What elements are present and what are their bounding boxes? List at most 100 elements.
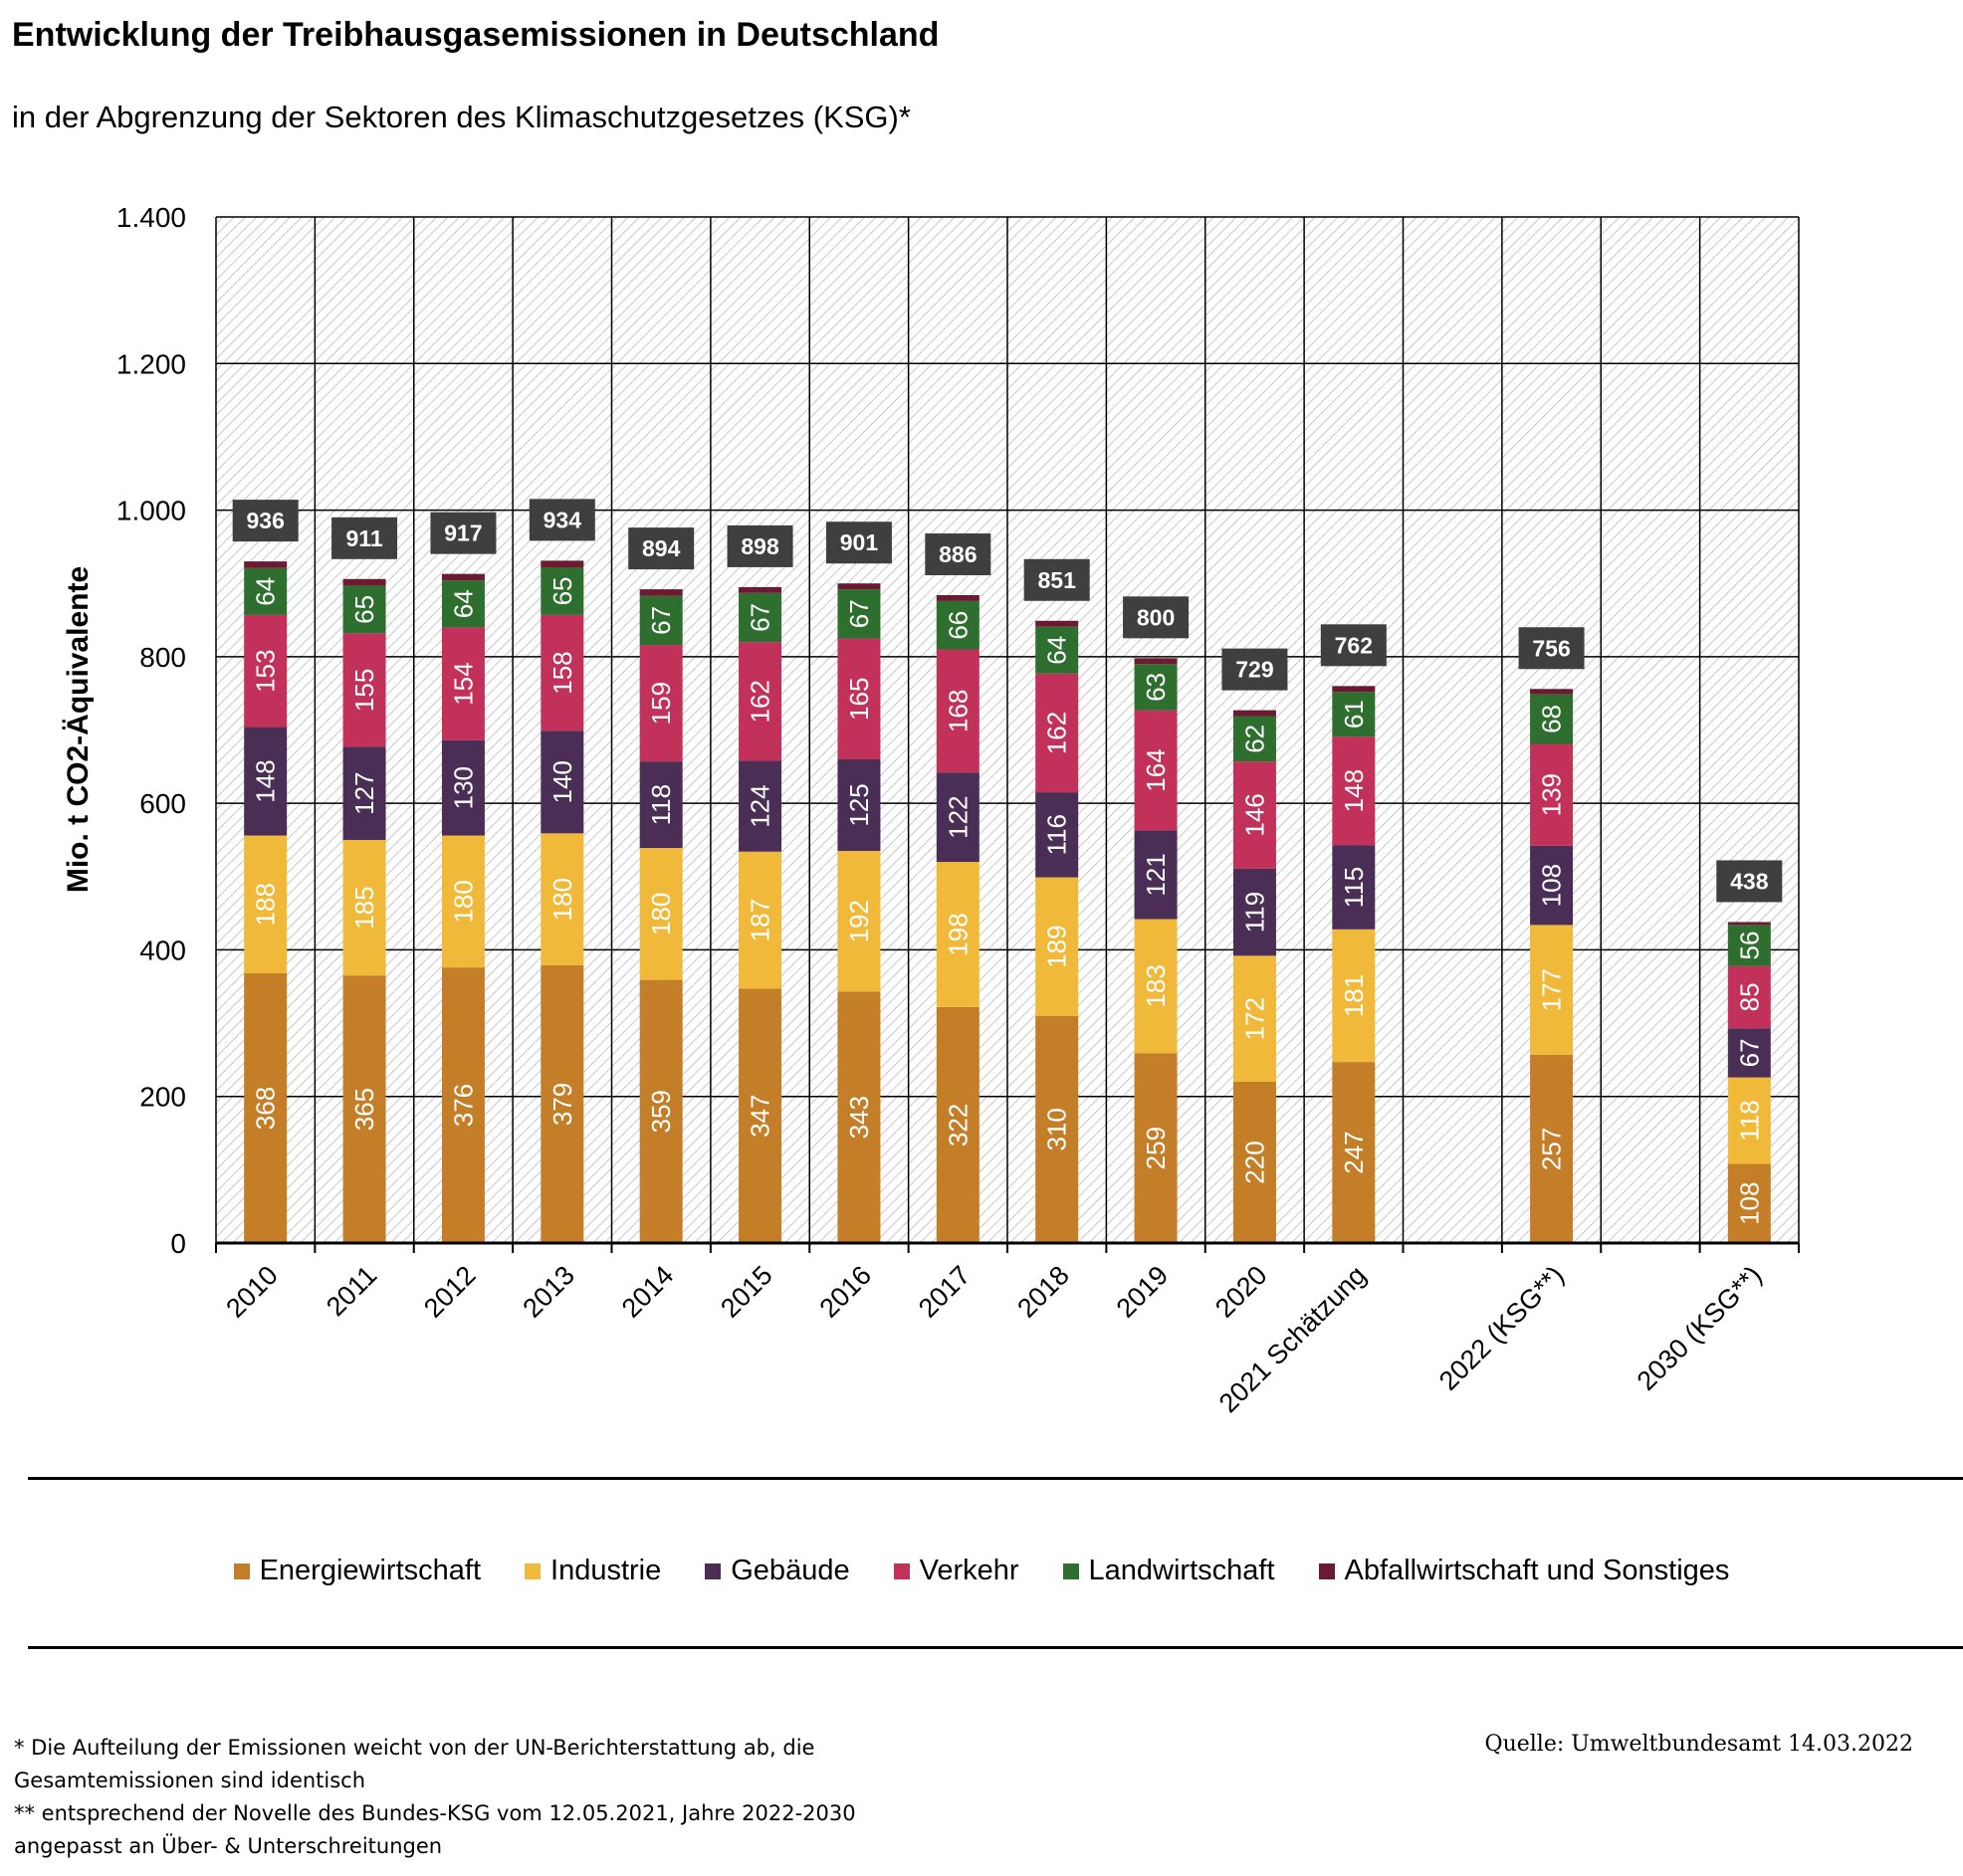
data-label: 118 [646, 784, 676, 825]
data-label: 187 [746, 899, 775, 941]
data-label: 153 [251, 650, 281, 693]
bar-segment [1332, 692, 1376, 737]
data-label: 376 [448, 1084, 478, 1127]
legend-item: Abfallwirtschaft und Sonstiges [1318, 1555, 1730, 1587]
y-tick-label: 600 [139, 788, 186, 819]
x-tick-label: 2011 [321, 1260, 382, 1322]
legend-swatch [893, 1563, 910, 1579]
data-label: 119 [1239, 892, 1269, 933]
data-label: 155 [349, 669, 379, 712]
bar-segment [342, 633, 386, 747]
bar-segment [541, 964, 584, 1243]
bar-segment [1530, 743, 1574, 846]
bar-segment [342, 578, 386, 586]
footnote-line: Gesamtemissionen sind identisch [14, 1769, 366, 1792]
legend-label: Verkehr [919, 1555, 1019, 1586]
total-label: 800 [1137, 604, 1175, 630]
x-axis: 2010 2011 2012 2013 2014 2015 2016 2017 2018 2019… [215, 1241, 1800, 1418]
total-label: 898 [741, 533, 779, 559]
legend-swatch [705, 1563, 722, 1579]
data-label: 310 [1042, 1108, 1072, 1150]
data-label: 168 [943, 690, 973, 732]
bar-segment [244, 727, 288, 836]
total-label-box [232, 500, 299, 542]
bar-segment [936, 862, 980, 1007]
total-label-box [430, 512, 497, 554]
data-label: 322 [943, 1104, 973, 1146]
data-label: 158 [547, 651, 577, 694]
bar-segment [837, 638, 881, 759]
data-label: 365 [349, 1088, 379, 1131]
data-label: 140 [547, 760, 577, 803]
chart-title: Entwicklung der Treibhausgasemissionen i… [12, 16, 940, 54]
total-label-box [628, 527, 695, 570]
data-label: 257 [1537, 1128, 1567, 1170]
total-label: 756 [1532, 635, 1570, 661]
total-label: 894 [642, 535, 681, 561]
bar-segment [1134, 664, 1178, 711]
bar-segment [441, 573, 485, 581]
x-tick-label: 2030 (KSG**) [1632, 1260, 1768, 1396]
total-label-box [825, 521, 892, 564]
data-label: 122 [943, 795, 973, 838]
total-label: 762 [1335, 632, 1373, 658]
total-label: 729 [1235, 657, 1273, 683]
legend-label: Landwirtschaft [1088, 1555, 1275, 1586]
bar-segment [342, 746, 386, 840]
bar-segment [1232, 955, 1276, 1082]
data-label: 148 [251, 759, 281, 802]
footnote-line: angepasst an Über- & Unterschreitungen [14, 1834, 443, 1858]
data-label: 121 [1141, 853, 1171, 896]
data-label: 61 [1339, 700, 1369, 729]
bar-segment [936, 772, 980, 863]
x-tick-label: 2010 [220, 1260, 284, 1324]
y-tick-label: 1.400 [116, 202, 186, 233]
total-label: 438 [1730, 868, 1769, 894]
legend-swatch [525, 1563, 542, 1579]
bar-segment [739, 851, 782, 989]
bar-segment [441, 627, 485, 740]
data-label: 368 [251, 1087, 281, 1130]
legend-item: Verkehr [893, 1555, 1019, 1587]
bar-segment [1232, 761, 1276, 869]
data-label: 63 [1141, 673, 1171, 702]
legend-item: Landwirtschaft [1062, 1555, 1275, 1587]
legend-swatch [233, 1563, 250, 1579]
x-tick-label: 2019 [1111, 1260, 1175, 1324]
x-tick-label: 2022 (KSG**) [1433, 1260, 1570, 1396]
bar-segment [1332, 736, 1376, 846]
data-label: 66 [943, 611, 973, 640]
total-label-box [727, 524, 793, 567]
bar-segment [244, 972, 288, 1243]
bar-segment [1035, 620, 1079, 627]
bar-segment [1530, 925, 1574, 1055]
legend-label: Industrie [550, 1555, 662, 1586]
bar-segment [1035, 1015, 1079, 1243]
data-label: 180 [547, 878, 577, 921]
bar-segment [837, 758, 881, 852]
data-label: 62 [1239, 725, 1269, 753]
legend-label: Abfallwirtschaft und Sonstiges [1344, 1555, 1730, 1586]
data-label: 183 [1141, 964, 1171, 1007]
data-label: 139 [1537, 773, 1567, 816]
y-tick-label: 0 [170, 1228, 186, 1259]
data-label: 56 [1734, 932, 1764, 960]
bar-segment [1727, 1028, 1771, 1078]
data-label: 192 [844, 900, 874, 942]
stacked-bar-chart: 368 188 148 153 64 365 185 127 155 65 376 180 130 154… [62, 202, 1800, 1418]
bar-segment [1727, 1163, 1771, 1243]
legend-swatch [1318, 1563, 1335, 1579]
bar-segment [1530, 694, 1574, 744]
bar-segment [639, 979, 683, 1243]
bar-segment [936, 600, 980, 650]
footnotes: * Die Aufteilung der Emissionen weicht v… [14, 1732, 856, 1863]
source-note: Quelle: Umweltbundesamt 14.03.2022 [1484, 1732, 1913, 1757]
data-label: 154 [448, 662, 478, 705]
bar-segment [1035, 673, 1079, 793]
bar-segment [1134, 658, 1178, 665]
bar-segment [837, 991, 881, 1243]
data-label: 64 [1042, 636, 1072, 665]
total-label-box [529, 499, 595, 541]
footnote-line: * Die Aufteilung der Emissionen weicht v… [14, 1736, 815, 1760]
y-tick-label: 400 [139, 935, 186, 965]
